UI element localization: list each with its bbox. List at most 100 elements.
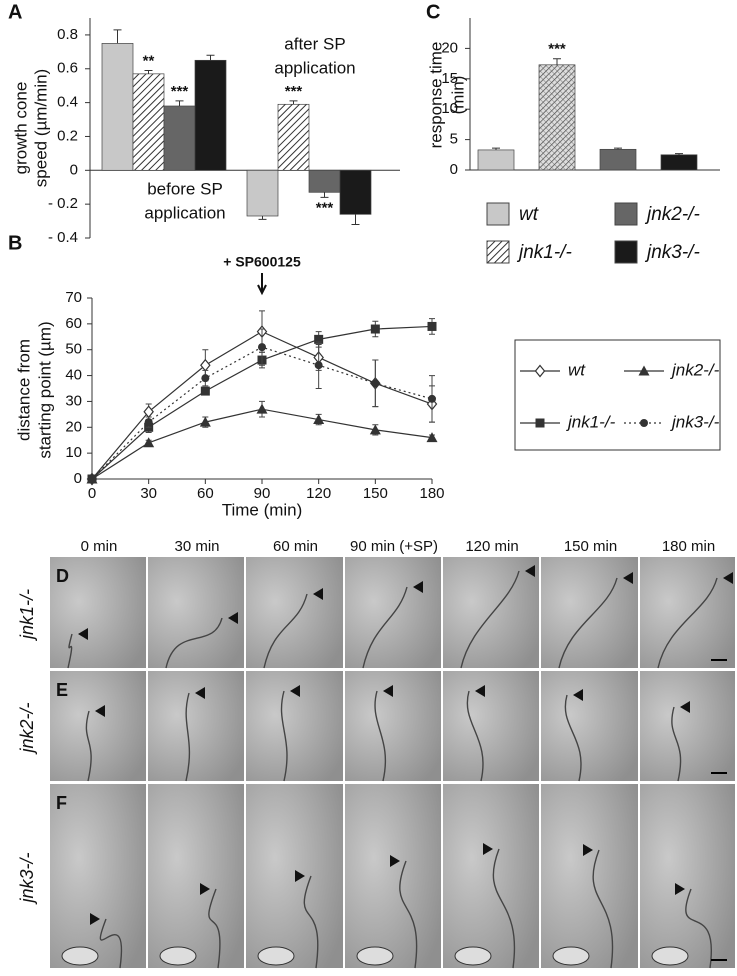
legend-swatch xyxy=(486,240,510,264)
cell-body xyxy=(356,946,394,966)
significance: *** xyxy=(316,199,334,216)
y-axis-label: speed (µm/min) xyxy=(31,69,50,187)
arrowhead xyxy=(525,565,535,577)
arrowhead xyxy=(413,581,423,593)
micrograph xyxy=(148,557,244,668)
significance: *** xyxy=(171,83,189,100)
arrowhead xyxy=(475,685,485,697)
marker xyxy=(88,475,96,483)
legend-label: wt xyxy=(568,360,586,379)
cell-body xyxy=(454,946,492,966)
neurite xyxy=(263,593,308,669)
y-axis-label: growth cone xyxy=(11,82,30,175)
cell-body xyxy=(159,946,197,966)
error-bar xyxy=(113,29,122,44)
micrograph xyxy=(246,784,343,968)
error-bar xyxy=(553,58,561,65)
y-tick-label: 0.6 xyxy=(57,60,78,77)
error-bar xyxy=(614,147,622,150)
legend-label: jnk2-/- xyxy=(644,204,700,225)
row-label: jnk2-/- xyxy=(17,702,37,755)
marker xyxy=(369,424,381,435)
marker xyxy=(428,394,436,403)
y-axis-label: distance from xyxy=(14,339,33,441)
row-letter: E xyxy=(56,680,68,700)
error-bar xyxy=(175,100,184,106)
arrowhead xyxy=(195,687,205,699)
marker xyxy=(200,386,210,396)
significance: *** xyxy=(285,83,303,100)
micrograph xyxy=(50,671,146,781)
neurite xyxy=(460,570,520,669)
time-label: 0 min xyxy=(81,538,118,555)
error-bar xyxy=(320,192,329,198)
marker xyxy=(143,437,155,448)
x-tick-label: 0 xyxy=(88,485,96,502)
bar xyxy=(277,103,310,171)
legend-label: jnk3-/- xyxy=(644,242,700,263)
neurite xyxy=(185,692,191,782)
arrowhead xyxy=(290,685,300,697)
arrowhead xyxy=(583,844,593,856)
y-tick-label: 20 xyxy=(65,418,82,435)
neurite xyxy=(99,918,123,969)
y-tick-label: 40 xyxy=(65,367,82,384)
neurite xyxy=(492,848,516,969)
arrowhead xyxy=(675,883,685,895)
neurite xyxy=(657,577,718,669)
error-bar xyxy=(206,54,215,61)
panel-letter: A xyxy=(8,1,22,23)
x-tick-label: 30 xyxy=(140,485,157,502)
marker xyxy=(258,343,266,352)
micrograph xyxy=(541,671,638,781)
micrograph xyxy=(640,671,735,781)
bar xyxy=(101,43,134,171)
panel-letter: B xyxy=(8,232,22,254)
micrograph xyxy=(443,557,539,668)
legend-swatch xyxy=(614,240,638,264)
x-tick-label: 180 xyxy=(419,485,444,502)
neurite xyxy=(671,706,682,782)
cell-body xyxy=(552,946,590,966)
marker xyxy=(200,358,211,372)
legend-label: wt xyxy=(519,204,539,225)
y-tick-label: 30 xyxy=(65,392,82,409)
micrograph xyxy=(443,784,539,968)
marker xyxy=(427,321,437,331)
cell-body xyxy=(651,946,689,966)
y-tick-label: 0 xyxy=(74,470,82,487)
bar xyxy=(163,105,196,171)
legend-label: jnk1-/- xyxy=(516,242,572,263)
y-axis-label: (min) xyxy=(448,76,467,115)
time-label: 60 min xyxy=(273,538,318,555)
y-tick-label: 0.2 xyxy=(57,127,78,144)
micrograph xyxy=(50,557,146,668)
micrograph xyxy=(345,784,441,968)
y-axis-label: response time xyxy=(426,42,445,149)
y-tick-label: 0 xyxy=(70,161,78,178)
legend-label: jnk1-/- xyxy=(566,412,616,431)
bar xyxy=(339,169,372,215)
category-label: after SP xyxy=(284,34,345,53)
row-letter: D xyxy=(56,566,69,586)
error-bar xyxy=(144,69,153,74)
significance: *** xyxy=(548,41,566,58)
micrograph xyxy=(640,784,735,968)
arrowhead xyxy=(573,689,583,701)
y-tick-label: - 0.2 xyxy=(48,195,78,212)
micrograph xyxy=(148,784,244,968)
neurite xyxy=(67,633,73,669)
arrowhead xyxy=(723,572,733,584)
marker xyxy=(144,418,153,427)
arrowhead xyxy=(228,612,238,624)
time-label: 180 min xyxy=(662,538,715,555)
y-tick-label: - 0.4 xyxy=(48,229,78,246)
marker xyxy=(199,416,211,427)
arrowhead xyxy=(383,685,393,697)
bar xyxy=(477,149,515,171)
y-tick-label: 5 xyxy=(450,131,458,148)
y-tick-label: 0.4 xyxy=(57,94,78,111)
error-bar xyxy=(289,100,298,105)
neurite xyxy=(85,710,92,782)
neurite xyxy=(374,690,387,782)
